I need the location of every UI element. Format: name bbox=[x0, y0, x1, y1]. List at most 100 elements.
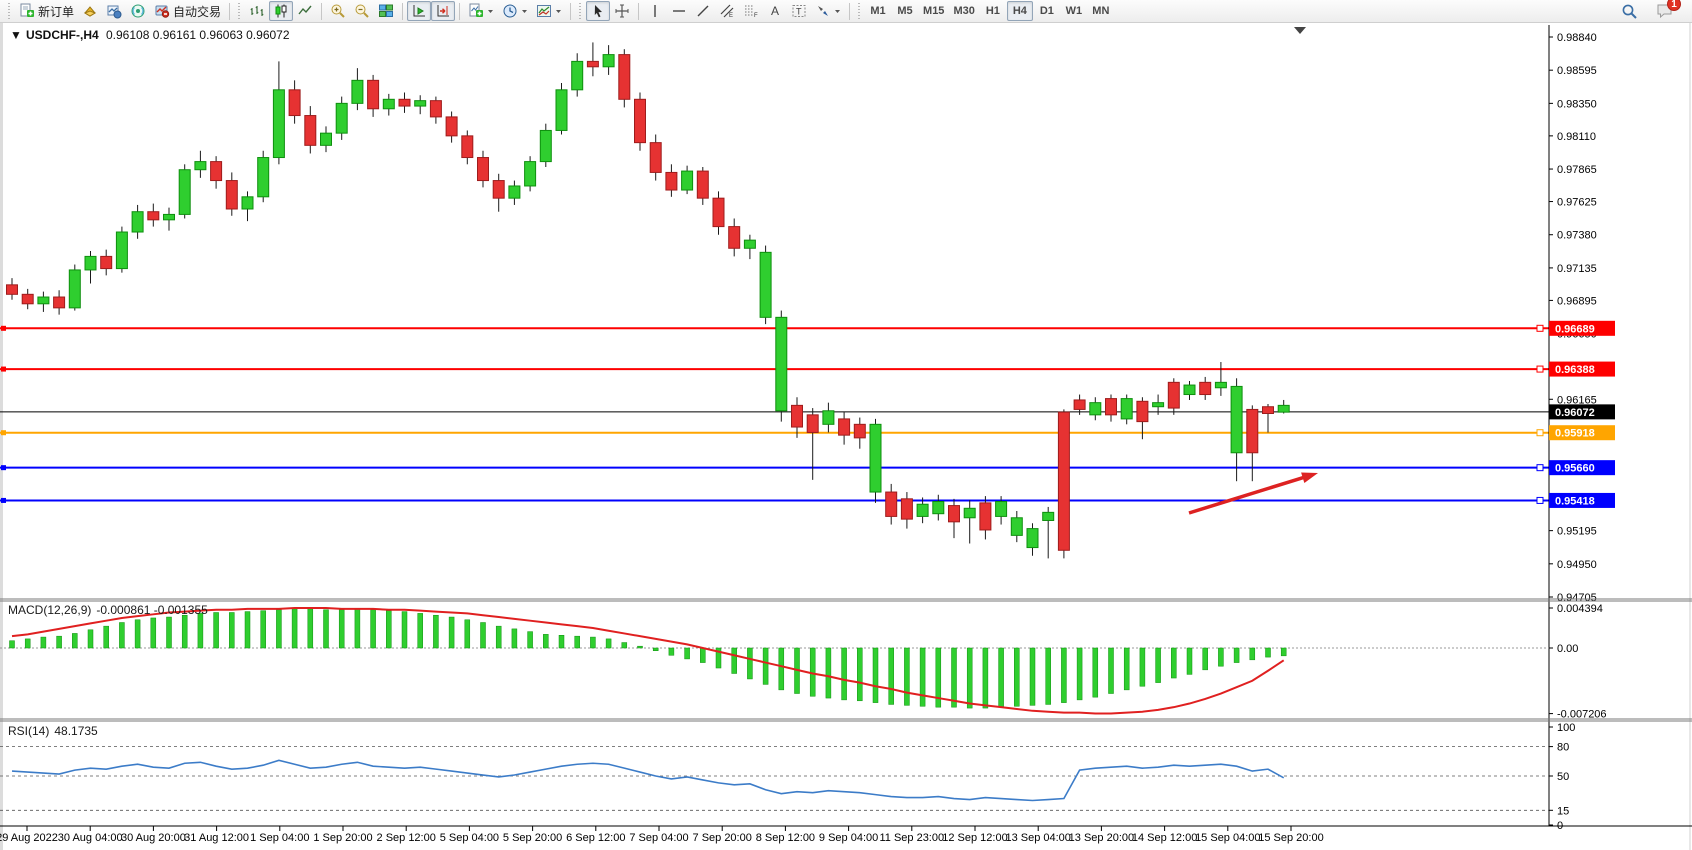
timeframe-H4[interactable]: H4 bbox=[1006, 1, 1033, 21]
toolbar-separator bbox=[638, 2, 640, 20]
macd-histogram-bar bbox=[841, 647, 847, 701]
candle-body bbox=[272, 89, 285, 159]
fibonacci-tool-button[interactable]: F bbox=[739, 1, 763, 21]
time-tick-label: 31 Aug 12:00 bbox=[184, 832, 249, 844]
dropdown-caret-icon bbox=[488, 9, 494, 13]
hline-left-anchor[interactable] bbox=[1, 465, 6, 471]
zoom-out-icon bbox=[355, 4, 369, 18]
search-icon bbox=[1622, 4, 1637, 19]
macd-histogram-bar bbox=[40, 636, 47, 649]
equidistant-channel-tool-button[interactable]: E bbox=[715, 1, 739, 21]
auto-scroll-button[interactable] bbox=[407, 1, 432, 21]
trend-arrow-line[interactable] bbox=[1188, 474, 1308, 515]
candle-body bbox=[822, 410, 835, 425]
timeframe-H1[interactable]: H1 bbox=[980, 1, 1006, 21]
hline-right-anchor[interactable] bbox=[1536, 464, 1544, 472]
periods-button[interactable] bbox=[498, 1, 532, 21]
macd-histogram-bar bbox=[354, 608, 361, 649]
bar-chart-icon bbox=[250, 6, 264, 16]
candlestick-mode-button[interactable] bbox=[269, 1, 294, 21]
macd-histogram-bar bbox=[464, 619, 471, 649]
toolbar-drag-handle[interactable] bbox=[578, 3, 584, 19]
bar-chart-mode-button[interactable] bbox=[245, 1, 269, 21]
templates-button[interactable] bbox=[532, 1, 566, 21]
timeframe-W1[interactable]: W1 bbox=[1061, 1, 1087, 21]
timeframe-D1[interactable]: D1 bbox=[1034, 1, 1060, 21]
templates-icon bbox=[537, 5, 552, 17]
candle-body bbox=[1214, 381, 1227, 389]
candle-body bbox=[477, 157, 489, 182]
time-tick-label: 12 Sep 12:00 bbox=[942, 832, 1007, 844]
new-order-button[interactable]: 新订单 bbox=[15, 1, 78, 21]
new-order-icon bbox=[20, 3, 34, 17]
macd-histogram-bar bbox=[747, 647, 753, 680]
candle-body bbox=[1042, 511, 1055, 521]
time-tick-label: 13 Sep 20:00 bbox=[1069, 832, 1134, 844]
hline-right-anchor[interactable] bbox=[1536, 324, 1544, 332]
hline-left-anchor[interactable] bbox=[1, 430, 6, 436]
timeframe-M5[interactable]: M5 bbox=[892, 1, 918, 21]
crosshair-tool-button[interactable] bbox=[610, 1, 634, 21]
price-axis[interactable]: 0.98840 0.98595 0.98350 0.98110 0.97865 0.976… bbox=[0, 25, 1692, 826]
chart-shift-button[interactable] bbox=[431, 1, 456, 21]
line-chart-mode-button[interactable] bbox=[293, 1, 317, 21]
hline-right-anchor[interactable] bbox=[1536, 429, 1544, 437]
trend-arrow-head[interactable] bbox=[1301, 472, 1318, 483]
macd-histogram-bar bbox=[1045, 647, 1051, 705]
macd-indicator-pane[interactable]: 0.004394 0.00 -0.007206 bbox=[0, 603, 1607, 721]
timeframe-M1[interactable]: M1 bbox=[865, 1, 891, 21]
candle-body bbox=[602, 54, 615, 68]
market-watch-button[interactable] bbox=[78, 1, 102, 21]
price-tick-label: 0.97380 bbox=[1557, 230, 1597, 242]
notifications-button[interactable]: 1 bbox=[1652, 0, 1681, 21]
autotrading-button[interactable]: 自动交易 bbox=[150, 1, 225, 21]
candle-body bbox=[696, 170, 709, 199]
tile-windows-button[interactable] bbox=[374, 1, 398, 21]
cursor-tool-button[interactable] bbox=[586, 1, 611, 21]
macd-histogram-bar bbox=[872, 647, 879, 703]
candlestick-series[interactable] bbox=[6, 42, 1290, 559]
timeframe-M15[interactable]: M15 bbox=[919, 1, 948, 21]
macd-histogram-bar bbox=[323, 609, 329, 649]
toolbar-drag-handle[interactable] bbox=[7, 3, 12, 19]
signals-button[interactable] bbox=[126, 1, 150, 21]
chart-annotations[interactable] bbox=[1188, 472, 1318, 515]
hline-right-anchor[interactable] bbox=[1536, 365, 1544, 373]
time-tick-label: 15 Sep 20:00 bbox=[1258, 832, 1323, 844]
zoom-out-button[interactable] bbox=[350, 1, 374, 21]
horizontal-line-objects[interactable] bbox=[0, 324, 1549, 504]
text-label-tool-button[interactable]: T bbox=[787, 1, 811, 21]
price-tick-label: 0.98840 bbox=[1557, 32, 1597, 44]
macd-histogram-bar bbox=[307, 608, 314, 649]
svg-text:A: A bbox=[771, 4, 779, 18]
chart-shift-marker-icon[interactable] bbox=[1294, 27, 1306, 34]
hline-right-anchor[interactable] bbox=[1536, 496, 1544, 504]
candle-body bbox=[979, 502, 992, 531]
hline-left-anchor[interactable] bbox=[1, 366, 6, 372]
candle-body bbox=[743, 239, 756, 249]
macd-histogram-bar bbox=[386, 610, 392, 649]
trendline-tool-button[interactable] bbox=[691, 1, 715, 21]
indicators-button[interactable] bbox=[464, 1, 498, 21]
timeframe-label: H1 bbox=[985, 5, 1000, 17]
toolbar-drag-handle[interactable] bbox=[857, 3, 863, 19]
hline-left-anchor[interactable] bbox=[1, 497, 6, 503]
timeframe-M30[interactable]: M30 bbox=[949, 1, 978, 21]
horizontal-line-tool-button[interactable] bbox=[667, 1, 691, 21]
timeframe-MN[interactable]: MN bbox=[1088, 1, 1114, 21]
svg-text:F: F bbox=[754, 13, 758, 19]
zoom-in-button[interactable] bbox=[326, 1, 350, 21]
hline-left-anchor[interactable] bbox=[1, 325, 6, 331]
one-click-trading-toggle[interactable]: ▼ bbox=[10, 28, 22, 42]
macd-histogram-bar bbox=[1155, 647, 1161, 683]
data-window-button[interactable] bbox=[102, 1, 126, 21]
arrows-tool-button[interactable] bbox=[811, 1, 845, 21]
vertical-line-tool-button[interactable] bbox=[643, 1, 667, 21]
text-tool-button[interactable]: A bbox=[763, 1, 787, 21]
timeframe-label: M5 bbox=[897, 5, 913, 17]
toolbar-drag-handle[interactable] bbox=[237, 3, 243, 19]
search-button[interactable] bbox=[1617, 1, 1642, 21]
